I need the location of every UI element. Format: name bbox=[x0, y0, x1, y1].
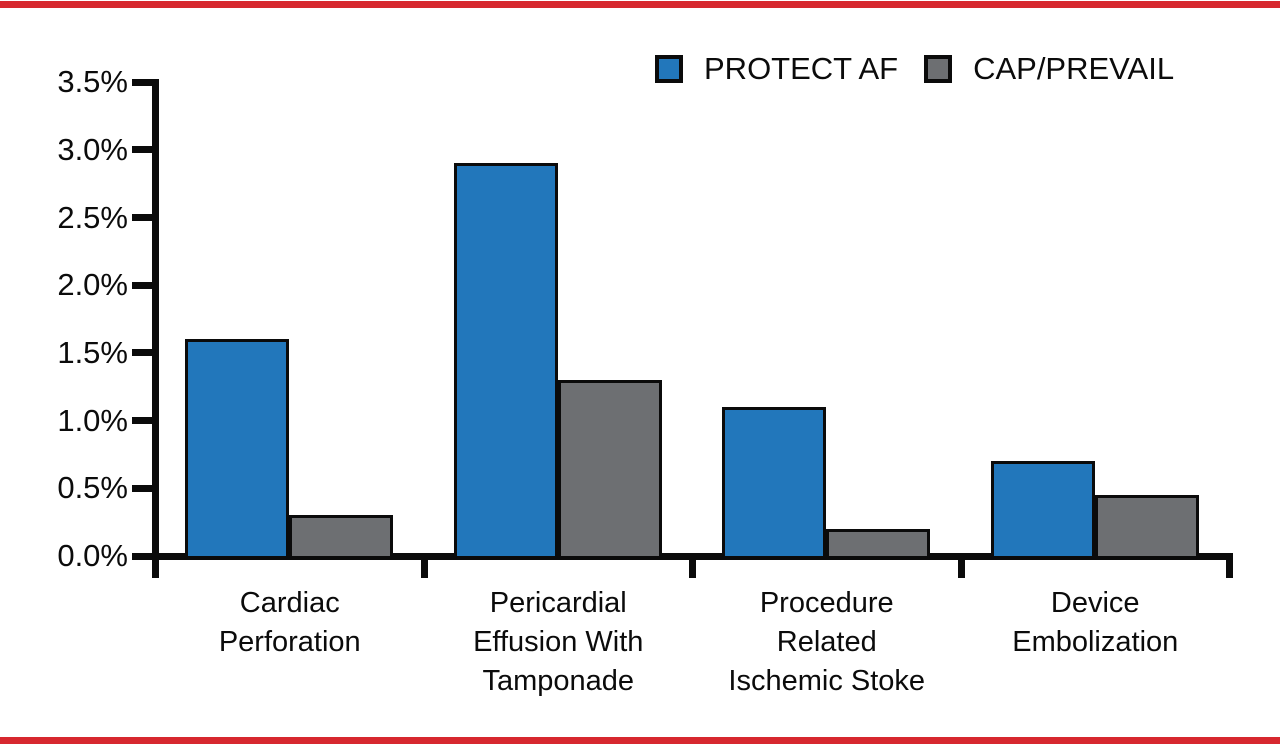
y-tick bbox=[132, 417, 152, 425]
y-tick-label: 3.5% bbox=[57, 64, 128, 100]
bar-cap-prevail bbox=[1094, 495, 1199, 559]
y-tick-label: 1.5% bbox=[57, 334, 128, 370]
legend: PROTECT AF CAP/PREVAIL bbox=[655, 51, 1174, 87]
category-label-line: Procedure bbox=[759, 587, 894, 619]
category-label: Procedure Related Ischemic Stoke bbox=[677, 584, 977, 701]
bar-protect-af bbox=[185, 339, 290, 559]
y-tick-label: 1.0% bbox=[57, 402, 128, 438]
x-tick bbox=[689, 553, 696, 578]
y-tick bbox=[132, 349, 152, 357]
protect-af-swatch-icon bbox=[655, 55, 683, 83]
legend-label-cap-prevail: CAP/PREVAIL bbox=[973, 51, 1175, 86]
bar-protect-af bbox=[453, 163, 558, 559]
bar-cap-prevail bbox=[826, 528, 931, 559]
x-tick bbox=[152, 553, 159, 578]
y-tick bbox=[132, 484, 152, 492]
y-axis bbox=[152, 78, 159, 578]
category-label: Cardiac Perforation bbox=[140, 584, 440, 662]
y-tick bbox=[132, 214, 152, 221]
category-label-line: Effusion With bbox=[473, 626, 644, 658]
category-label-line: Pericardial bbox=[489, 587, 627, 619]
y-tick bbox=[132, 78, 152, 86]
bar-protect-af bbox=[990, 461, 1095, 559]
category-label-line: Embolization bbox=[1012, 626, 1179, 658]
legend-item-protect-af: PROTECT AF bbox=[655, 51, 898, 87]
legend-item-cap-prevail: CAP/PREVAIL bbox=[924, 51, 1174, 87]
category-label: Device Embolization bbox=[945, 584, 1245, 662]
y-tick bbox=[132, 281, 152, 289]
bar-cap-prevail bbox=[557, 379, 662, 559]
category-label-line: Ischemic Stoke bbox=[728, 665, 926, 697]
y-tick bbox=[132, 552, 152, 560]
category-label-line: Perforation bbox=[218, 626, 361, 658]
legend-label-protect-af: PROTECT AF bbox=[704, 51, 899, 86]
x-tick bbox=[1226, 553, 1233, 578]
top-border-line bbox=[0, 1, 1280, 8]
y-tick bbox=[132, 146, 152, 154]
bottom-border-line bbox=[0, 737, 1280, 744]
y-tick-label: 3.0% bbox=[57, 131, 128, 167]
y-tick-label: 2.0% bbox=[57, 267, 128, 303]
cap-prevail-swatch-icon bbox=[924, 55, 953, 83]
category-label-line: Tamponade bbox=[482, 665, 635, 697]
y-tick-label: 0.0% bbox=[57, 538, 128, 573]
category-label-line: Cardiac bbox=[239, 587, 340, 619]
y-tick-label: 2.5% bbox=[57, 199, 128, 235]
category-label-line: Related bbox=[776, 626, 877, 658]
category-label: Pericardial Effusion With Tamponade bbox=[408, 584, 708, 701]
x-tick bbox=[420, 553, 428, 578]
x-tick bbox=[957, 553, 965, 578]
bar-cap-prevail bbox=[289, 515, 394, 559]
y-tick-label: 0.5% bbox=[57, 470, 128, 506]
bar-protect-af bbox=[722, 407, 827, 559]
category-label-line: Device bbox=[1050, 587, 1140, 619]
